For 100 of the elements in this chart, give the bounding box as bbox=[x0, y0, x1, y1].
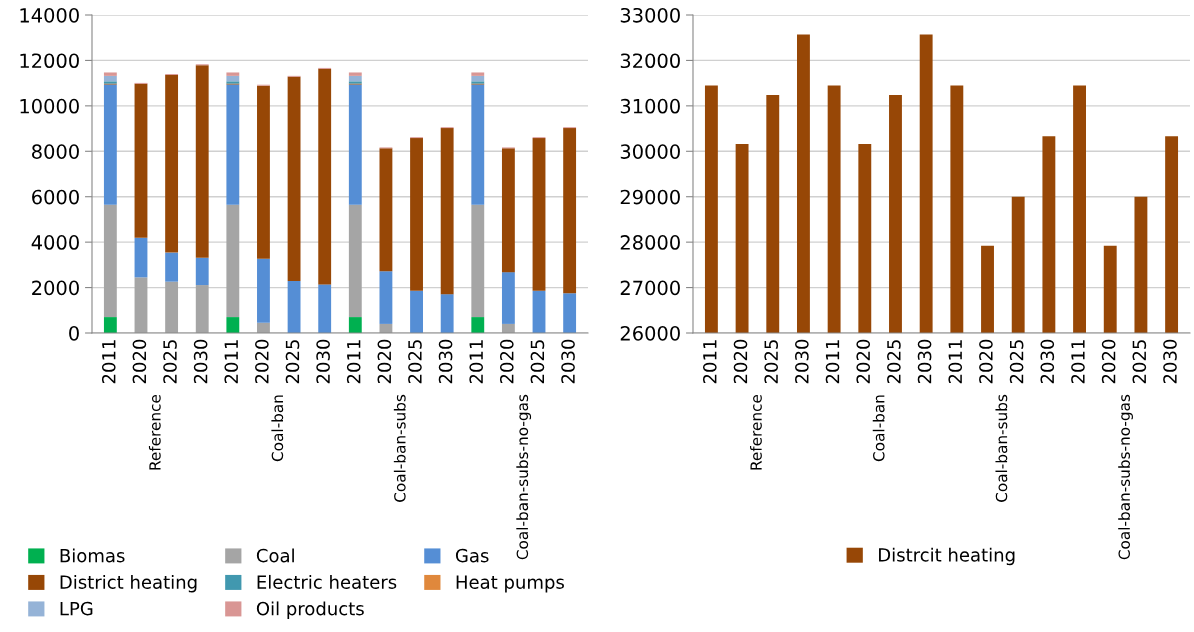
x-tick-label: 2020 bbox=[856, 339, 871, 384]
bar bbox=[257, 85, 270, 259]
bar bbox=[348, 75, 362, 82]
x-tick-label: 2020 bbox=[1101, 339, 1116, 384]
x-tick-label: 2025 bbox=[764, 340, 778, 384]
legend-label: Coal bbox=[256, 548, 294, 563]
bar bbox=[348, 317, 362, 333]
x-tick-label: 2011 bbox=[702, 340, 717, 384]
y-tick-label: 27000 bbox=[620, 280, 680, 296]
text: Coal-ban-subs bbox=[393, 394, 406, 502]
x-tick-label: 2020 bbox=[979, 339, 993, 384]
bar bbox=[318, 68, 332, 285]
bar bbox=[440, 128, 454, 295]
x-tick-label: 2025 bbox=[1132, 340, 1147, 384]
text: Coal-ban-subs-no-gas bbox=[516, 394, 532, 560]
x-tick-label: 2030 bbox=[316, 339, 330, 384]
text: Coal-ban bbox=[872, 395, 885, 462]
x-tick-label: 2030 bbox=[795, 339, 809, 384]
bar bbox=[103, 317, 117, 333]
bar bbox=[103, 204, 117, 318]
y-tick-label: 14000 bbox=[20, 7, 79, 23]
x-tick-label: 2025 bbox=[163, 340, 177, 384]
bar bbox=[287, 280, 301, 333]
x-tick-label: 2020 bbox=[255, 339, 269, 384]
bar bbox=[195, 257, 209, 286]
x-tick-label: 2020 bbox=[499, 339, 514, 384]
bar bbox=[318, 284, 332, 333]
y-tick-label: 28000 bbox=[620, 235, 680, 250]
text: Coal-ban bbox=[271, 395, 284, 462]
x-tick-label: 2030 bbox=[1040, 339, 1055, 384]
bar bbox=[226, 204, 240, 318]
x-tick-label: 2011 bbox=[101, 340, 116, 384]
y-tick-label: 30000 bbox=[620, 144, 680, 159]
legend-label: Heat pumps bbox=[456, 575, 564, 593]
x-tick-label: 2030 bbox=[193, 339, 208, 384]
text: Reference bbox=[750, 394, 762, 470]
bar bbox=[563, 128, 577, 294]
bar bbox=[103, 72, 117, 76]
x-tick-label: 2020 bbox=[132, 339, 147, 384]
x-tick-label: 2011 bbox=[825, 340, 840, 384]
y-tick-label: 8000 bbox=[32, 144, 79, 159]
x-tick-label: 2025 bbox=[887, 340, 901, 384]
y-tick-label: 10000 bbox=[20, 98, 79, 114]
legend-label: Oil products bbox=[256, 601, 364, 619]
x-tick-label: 2025 bbox=[408, 340, 422, 384]
legend-label: Gas bbox=[455, 548, 489, 563]
x-tick-label: 2011 bbox=[346, 340, 361, 384]
bar bbox=[257, 258, 270, 323]
bar bbox=[226, 75, 240, 82]
bar bbox=[410, 290, 423, 333]
bar bbox=[226, 84, 240, 205]
bar bbox=[501, 272, 515, 324]
text: Coal-ban-subs-no-gas bbox=[1118, 394, 1133, 560]
bar bbox=[440, 294, 454, 333]
bar bbox=[471, 72, 485, 76]
y-tick-label: 32000 bbox=[620, 53, 680, 69]
bar bbox=[348, 204, 362, 318]
legend-label: Electric heaters bbox=[257, 574, 397, 589]
bar bbox=[103, 75, 117, 82]
bar bbox=[226, 72, 240, 76]
bar bbox=[348, 84, 362, 205]
bar bbox=[348, 72, 362, 76]
bar bbox=[287, 76, 301, 281]
x-tick-label: 2025 bbox=[530, 340, 545, 384]
bar bbox=[563, 293, 577, 333]
bar bbox=[134, 277, 148, 333]
bar bbox=[501, 148, 515, 273]
bar bbox=[195, 65, 209, 258]
y-tick-label: 29000 bbox=[620, 189, 680, 205]
x-tick-label: 2011 bbox=[469, 340, 484, 384]
y-tick-label: 2000 bbox=[32, 280, 79, 296]
legend-label: LPG bbox=[60, 601, 93, 616]
x-tick-label: 2030 bbox=[917, 339, 932, 384]
x-tick-label: 2030 bbox=[438, 339, 453, 384]
text: Reference bbox=[148, 394, 161, 470]
legend-label: District heating bbox=[60, 574, 197, 593]
x-tick-label: 2011 bbox=[948, 340, 963, 384]
x-tick-label: 2011 bbox=[224, 340, 239, 384]
bar bbox=[471, 84, 485, 205]
x-tick-label: 2011 bbox=[1071, 340, 1085, 384]
legend-label: Distrcit heating bbox=[879, 547, 1015, 566]
bar bbox=[379, 148, 393, 272]
x-tick-label: 2030 bbox=[561, 339, 575, 384]
bar bbox=[165, 281, 179, 333]
bar bbox=[532, 138, 546, 291]
bar bbox=[134, 237, 148, 278]
x-tick-label: 2025 bbox=[285, 340, 300, 384]
bar bbox=[532, 290, 546, 333]
x-tick-label: 2020 bbox=[377, 339, 392, 384]
x-tick-label: 2020 bbox=[733, 339, 748, 384]
bar bbox=[165, 74, 179, 253]
y-tick-label: 12000 bbox=[20, 53, 79, 69]
bar bbox=[471, 317, 485, 333]
bar bbox=[195, 285, 209, 333]
x-tick-label: 2025 bbox=[1009, 340, 1024, 384]
bar bbox=[410, 138, 423, 291]
text: Coal-ban-subs bbox=[995, 394, 1008, 502]
y-tick-label: 4000 bbox=[31, 235, 79, 250]
y-tick-label: 6000 bbox=[32, 189, 79, 205]
y-tick-label: 33000 bbox=[620, 7, 680, 23]
